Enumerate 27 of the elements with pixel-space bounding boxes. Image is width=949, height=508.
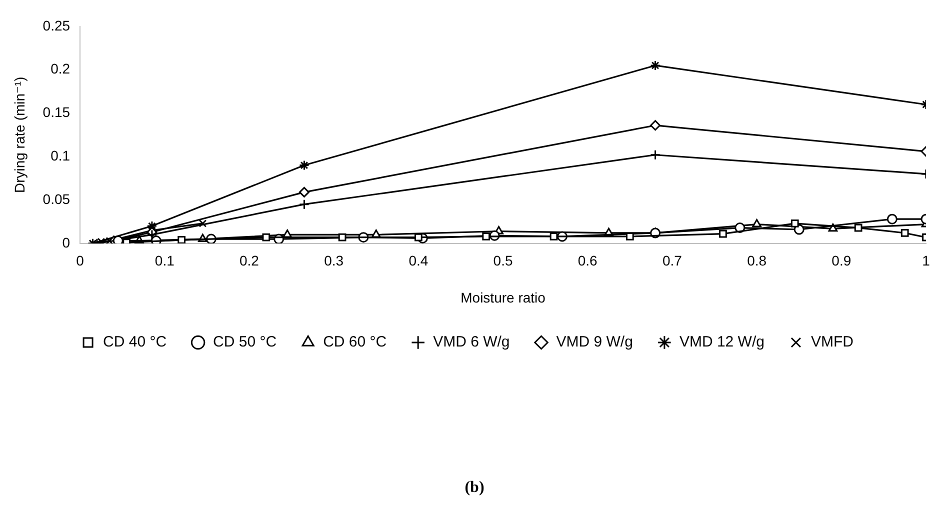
- y-tick-label: 0.15: [42, 104, 70, 120]
- x-tick-label: 0.5: [493, 252, 513, 269]
- x-tick-label: 0.7: [662, 252, 682, 269]
- y-axis-title: Drying rate (min⁻¹): [11, 76, 28, 194]
- y-tick-label: 0.25: [42, 17, 70, 34]
- legend-label: CD 60 °C: [323, 334, 387, 351]
- x-axis-title: Moisture ratio: [460, 289, 546, 306]
- x-tick-label: 0.3: [324, 252, 344, 269]
- x-tick-label: 0.4: [408, 252, 428, 269]
- legend-label: CD 40 °C: [103, 334, 167, 351]
- legend-label: VMFD: [810, 334, 854, 351]
- text: (b): [464, 479, 484, 496]
- legend-label: VMD 9 W/g: [556, 334, 633, 351]
- x-tick-label: 0.9: [832, 252, 852, 269]
- x-tick-label: 0: [76, 252, 84, 269]
- x-tick-label: 0.8: [747, 252, 767, 269]
- x-tick-label: 0.1: [154, 252, 175, 269]
- y-tick-label: 0.05: [42, 190, 70, 207]
- legend-label: VMD 12 W/g: [679, 334, 764, 351]
- x-tick-label: 0.2: [240, 252, 260, 269]
- y-tick-label: 0.2: [50, 60, 70, 77]
- x-tick-label: 1: [922, 252, 930, 269]
- y-tick-label: 0: [62, 234, 70, 250]
- y-tick-label: 0.1: [50, 147, 70, 164]
- x-tick-label: 0.6: [578, 252, 598, 269]
- legend-label: VMD 6 W/g: [433, 334, 510, 351]
- legend-label: CD 50 °C: [213, 334, 277, 351]
